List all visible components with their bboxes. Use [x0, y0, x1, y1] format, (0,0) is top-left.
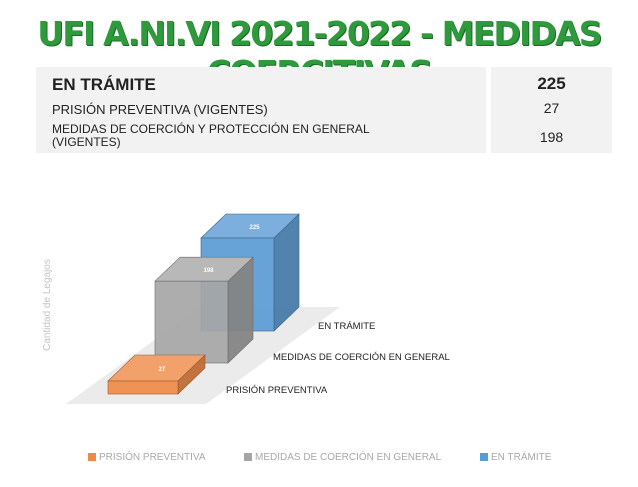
summary-label-column — [36, 67, 486, 153]
legend-swatch-medidas-coercion — [244, 453, 252, 461]
category-label-medidas-coercion: MEDIDAS DE COERCIÓN EN GENERAL — [273, 352, 450, 363]
bar-medidas-coercion — [154, 256, 254, 364]
data-label-medidas-coercion: 198 — [203, 268, 214, 274]
summary-label-en-tramite: EN TRÁMITE — [52, 75, 156, 94]
data-label-en-tramite: 225 — [249, 225, 260, 231]
summary-value-en-tramite: 225 — [537, 74, 566, 93]
legend-item-medidas-coercion: MEDIDAS DE COERCIÓN EN GENERAL — [244, 452, 441, 463]
category-label-prision-preventiva: PRISIÓN PREVENTIVA — [226, 385, 328, 396]
legend-swatch-en-tramite — [480, 453, 488, 461]
legend-label-medidas-coercion: MEDIDAS DE COERCIÓN EN GENERAL — [255, 452, 442, 463]
category-label-en-tramite: EN TRÁMITE — [318, 321, 375, 332]
legend-item-en-tramite: EN TRÁMITE — [480, 452, 551, 463]
bar-medidas-coercion-front — [154, 280, 229, 364]
y-axis-label: Cantidad de Legajos — [42, 259, 53, 351]
summary-value-medidas-coercion: 198 — [539, 129, 564, 145]
summary-label-medidas-coercion: MEDIDAS DE COERCIÓN Y PROTECCIÓN EN GENE… — [52, 122, 370, 149]
legend-label-en-tramite: EN TRÁMITE — [491, 452, 552, 463]
data-label-prision-preventiva: 27 — [159, 367, 166, 373]
bar-prision-preventiva — [107, 354, 206, 395]
summary-table: EN TRÁMITE 225 PRISIÓN PREVENTIVA (VIGEN… — [36, 67, 612, 153]
legend-item-prision-preventiva: PRISIÓN PREVENTIVA — [88, 452, 206, 463]
summary-value-column — [491, 67, 612, 153]
legend-swatch-prision-preventiva — [88, 453, 96, 461]
summary-value-prision-preventiva: 27 — [543, 100, 560, 116]
bar-prision-preventiva-front — [107, 380, 179, 395]
summary-label-prision-preventiva: PRISIÓN PREVENTIVA (VIGENTES) — [52, 102, 268, 117]
legend-label-prision-preventiva: PRISIÓN PREVENTIVA — [99, 452, 206, 463]
